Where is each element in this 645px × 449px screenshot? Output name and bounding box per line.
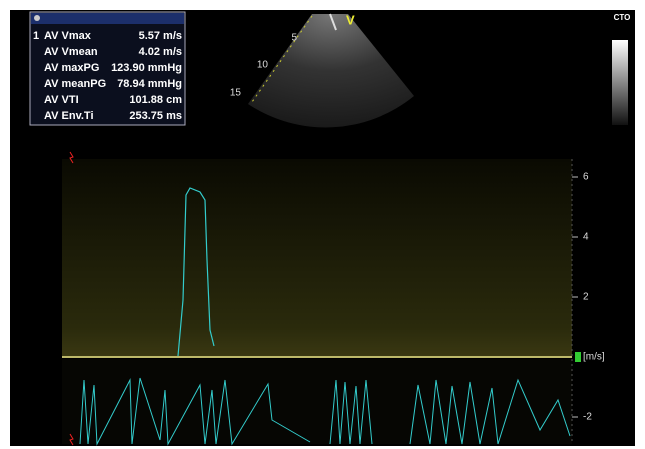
baseline-marker — [575, 352, 581, 362]
spectrum-lower — [62, 359, 572, 444]
depth-label: 5 — [291, 33, 297, 44]
row-index: 1 — [33, 30, 39, 42]
measure-value: 4.02 m/s — [139, 46, 182, 58]
depth-label: 10 — [257, 60, 269, 71]
measure-value: 78.94 mmHg — [117, 78, 182, 90]
spectrum-noise — [62, 159, 572, 357]
panel-header — [31, 13, 184, 24]
measure-label: AV VTI — [44, 94, 79, 106]
probe-marker: V — [346, 12, 355, 27]
tick-label: 4 — [583, 232, 589, 243]
map-label: CTO — [614, 13, 631, 22]
tick-label: 6 — [583, 172, 589, 183]
measure-label: AV meanPG — [44, 78, 106, 90]
measure-label: AV maxPG — [44, 62, 99, 74]
measure-label: AV Vmax — [44, 30, 92, 42]
gray-map — [612, 40, 628, 125]
measure-value: 5.57 m/s — [139, 30, 182, 42]
axis-unit: [m/s] — [583, 352, 605, 363]
measure-value: 123.90 mmHg — [111, 62, 182, 74]
measure-value: 253.75 ms — [129, 110, 182, 122]
measure-value: 101.88 cm — [129, 94, 182, 106]
tick-label: -2 — [583, 412, 592, 423]
panel-icon — [34, 15, 40, 21]
tick-label: 2 — [583, 292, 589, 303]
depth-label: 15 — [230, 88, 242, 99]
measure-label: AV Env.Ti — [44, 110, 94, 122]
measure-label: AV Vmean — [44, 46, 98, 58]
ultrasound-screen: 1 AV Vmax 5.57 m/s AV Vmean 4.02 m/s AV maxPG… — [0, 0, 645, 449]
